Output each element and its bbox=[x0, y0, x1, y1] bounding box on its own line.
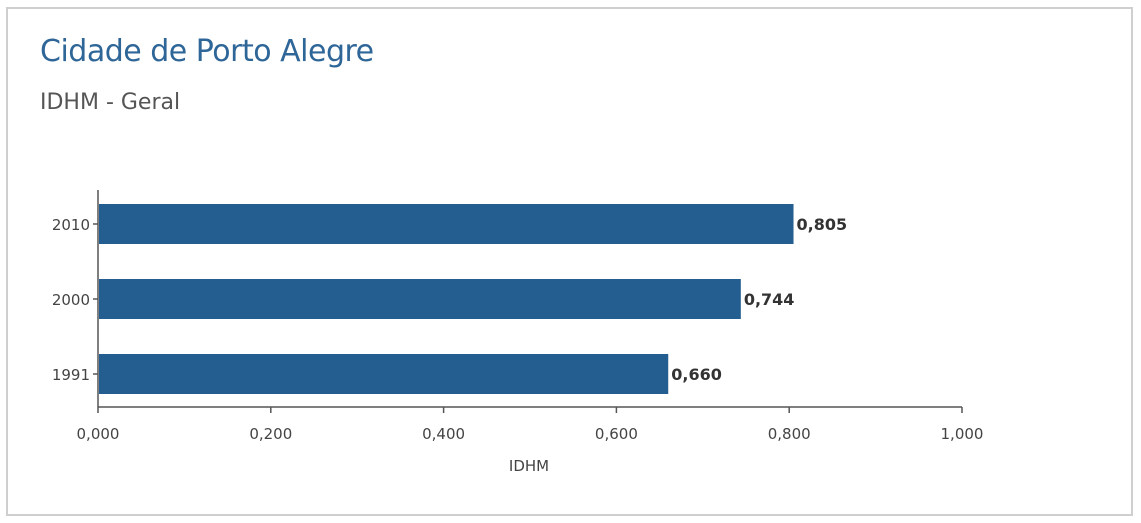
x-tick-label: 0,800 bbox=[768, 425, 811, 443]
x-tick-label: 1,000 bbox=[941, 425, 984, 443]
y-tick-label: 2010 bbox=[52, 216, 90, 234]
bar-1991 bbox=[99, 354, 669, 394]
chart-title: Cidade de Porto Alegre bbox=[40, 34, 374, 69]
y-tick-label: 2000 bbox=[52, 291, 90, 309]
x-tick-label: 0,600 bbox=[595, 425, 638, 443]
data-label: 0,660 bbox=[671, 365, 722, 384]
y-tick-label: 1991 bbox=[52, 366, 90, 384]
bar-2000 bbox=[99, 279, 741, 319]
bars-layer: 0,805 0,744 0,660 bbox=[99, 204, 847, 394]
bar-2010 bbox=[99, 204, 794, 244]
axes-layer: 0,000 0,200 0,400 0,600 0,800 1,000 2010 2000 19… bbox=[52, 190, 984, 443]
x-tick-label: 0,400 bbox=[422, 425, 465, 443]
x-tick-label: 0,200 bbox=[249, 425, 292, 443]
data-label: 0,805 bbox=[797, 215, 848, 234]
data-label: 0,744 bbox=[744, 290, 795, 309]
chart-subtitle: IDHM - Geral bbox=[40, 90, 181, 115]
chart-panel bbox=[6, 7, 1133, 516]
x-tick-label: 0,000 bbox=[77, 425, 120, 443]
x-axis-title: IDHM bbox=[509, 457, 549, 475]
